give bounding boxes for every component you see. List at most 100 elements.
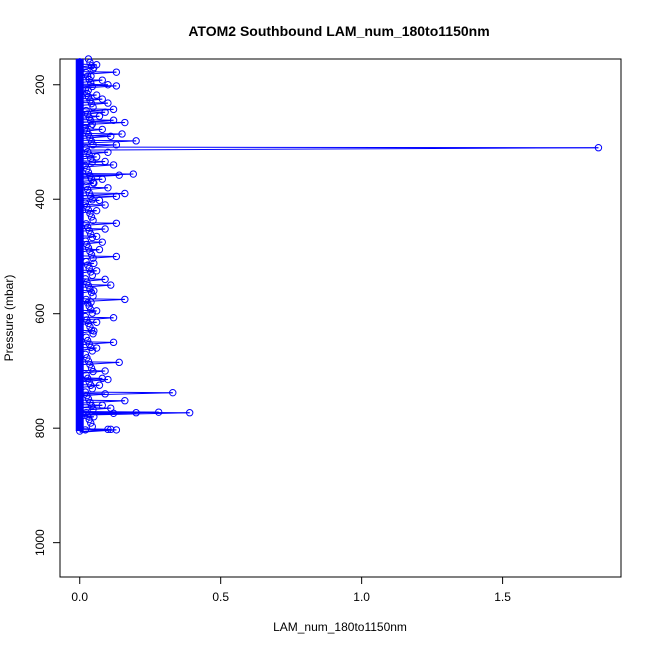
data-point (76, 58, 84, 66)
data-point (83, 261, 92, 269)
data-point (95, 112, 104, 120)
data-point (92, 91, 101, 99)
data-point (86, 209, 94, 218)
data-point (83, 278, 91, 286)
data-point (104, 99, 112, 107)
data-point (88, 158, 96, 166)
data-point (88, 120, 96, 128)
data-point (107, 425, 115, 434)
data-point (115, 358, 123, 367)
data-point (101, 201, 109, 209)
profile-segment (79, 429, 117, 433)
data-point (88, 347, 96, 355)
data-point (87, 154, 95, 163)
data-point (86, 58, 94, 67)
data-point (85, 75, 93, 84)
data-point (104, 81, 112, 89)
data-point (85, 113, 93, 122)
data-point (88, 82, 96, 91)
data-point (87, 62, 96, 70)
y-axis: 200 400 600 800 1000 (33, 74, 61, 556)
data-point (98, 401, 106, 409)
data-point (81, 388, 90, 396)
profile-segment (79, 140, 137, 144)
data-point (87, 230, 95, 238)
data-point (121, 189, 129, 198)
data-point (81, 312, 90, 321)
data-point (83, 127, 91, 135)
profile-segment (79, 111, 106, 116)
data-point (86, 96, 94, 104)
data-point (594, 144, 603, 152)
data-point (109, 116, 118, 124)
data-point (101, 225, 109, 233)
data-point (89, 292, 97, 300)
x-tick-label: 0.5 (212, 590, 229, 604)
data-point (98, 95, 106, 103)
data-point (87, 175, 96, 183)
data-point (104, 148, 112, 156)
data-point (107, 281, 115, 289)
data-point (112, 192, 121, 201)
x-tick-label: 1.0 (353, 590, 370, 604)
data-point (83, 374, 92, 383)
profile-segment (79, 174, 120, 179)
data-point (84, 206, 93, 214)
data-point (87, 213, 96, 221)
data-point (104, 184, 112, 192)
data-point (83, 185, 92, 194)
data-point (101, 390, 109, 398)
data-point (121, 397, 129, 405)
chart-title: ATOM2 Southbound LAM_num_180to1150nm (188, 23, 489, 39)
data-point (84, 395, 93, 403)
data-point (87, 117, 95, 125)
data-point (86, 285, 94, 293)
data-point (84, 244, 93, 252)
data-point (86, 134, 94, 142)
data-point (84, 319, 93, 328)
data-point (84, 281, 93, 290)
data-point (81, 161, 90, 170)
data-point (95, 196, 104, 205)
data-point (112, 426, 121, 434)
y-tick-label: 600 (33, 303, 47, 323)
data-point (83, 316, 91, 324)
profile-segment (79, 135, 111, 140)
data-point (83, 354, 91, 362)
data-point (87, 79, 95, 87)
data-point (84, 93, 93, 101)
data-point (83, 299, 92, 307)
data-point (83, 110, 92, 118)
data-point (82, 409, 90, 417)
profile-segment (79, 164, 114, 168)
data-point (112, 252, 121, 261)
data-point (83, 240, 91, 249)
y-tick-label: 800 (33, 418, 47, 438)
data-point (89, 254, 97, 262)
profile-segment (79, 341, 114, 346)
data-point (112, 82, 121, 90)
data-point (85, 415, 93, 424)
data-point (87, 137, 96, 146)
data-point (83, 202, 91, 211)
data-point (101, 157, 109, 166)
data-point (88, 196, 96, 204)
data-point (98, 175, 106, 183)
y-tick-label: 400 (33, 189, 47, 209)
data-point (107, 132, 115, 140)
data-point (104, 425, 112, 434)
data-point (83, 223, 92, 231)
data-point (81, 237, 90, 245)
profile-segment (79, 298, 125, 303)
profile-segment (79, 79, 103, 84)
data-point (87, 288, 96, 297)
data-point (109, 105, 118, 114)
data-point (95, 381, 104, 389)
data-point (81, 426, 90, 434)
data-point (89, 330, 97, 338)
x-axis-label: LAM_num_180to1150nm (273, 620, 407, 634)
profile-segment (79, 147, 599, 151)
data-point (87, 268, 95, 276)
data-point (86, 398, 94, 407)
data-point (83, 391, 91, 400)
